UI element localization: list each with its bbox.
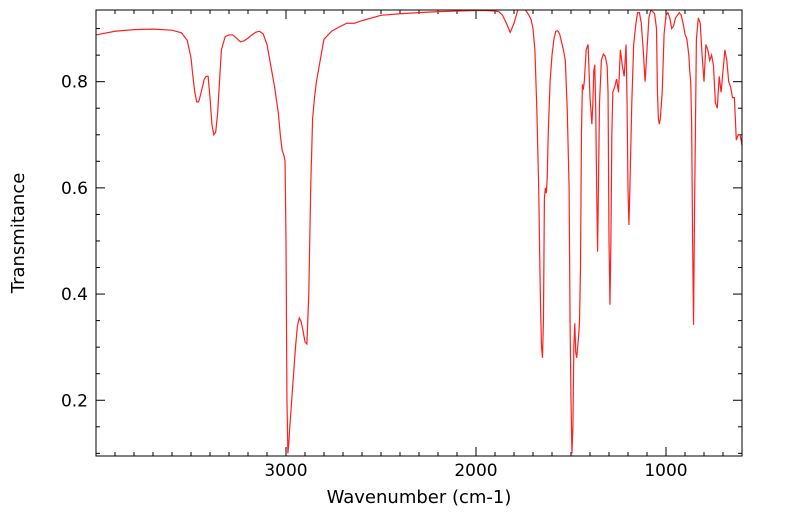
x-tick-label: 2000 [454,461,497,481]
tick-labels: 3000 2000 1000 0.2 0.4 0.6 0.8 [61,73,688,481]
y-tick-label: 0.8 [61,73,88,93]
spectrum-line [96,10,742,454]
x-tick-label: 3000 [264,461,307,481]
y-tick-label: 0.6 [61,179,88,199]
plot-area [96,10,742,454]
x-axis-title: Wavenumber (cm-1) [327,487,512,508]
plot-frame [95,9,743,457]
y-tick-label: 0.4 [61,285,88,305]
y-axis-title: Transmitance [8,173,29,295]
x-tick-label: 1000 [644,461,687,481]
y-tick-label: 0.2 [61,391,88,411]
